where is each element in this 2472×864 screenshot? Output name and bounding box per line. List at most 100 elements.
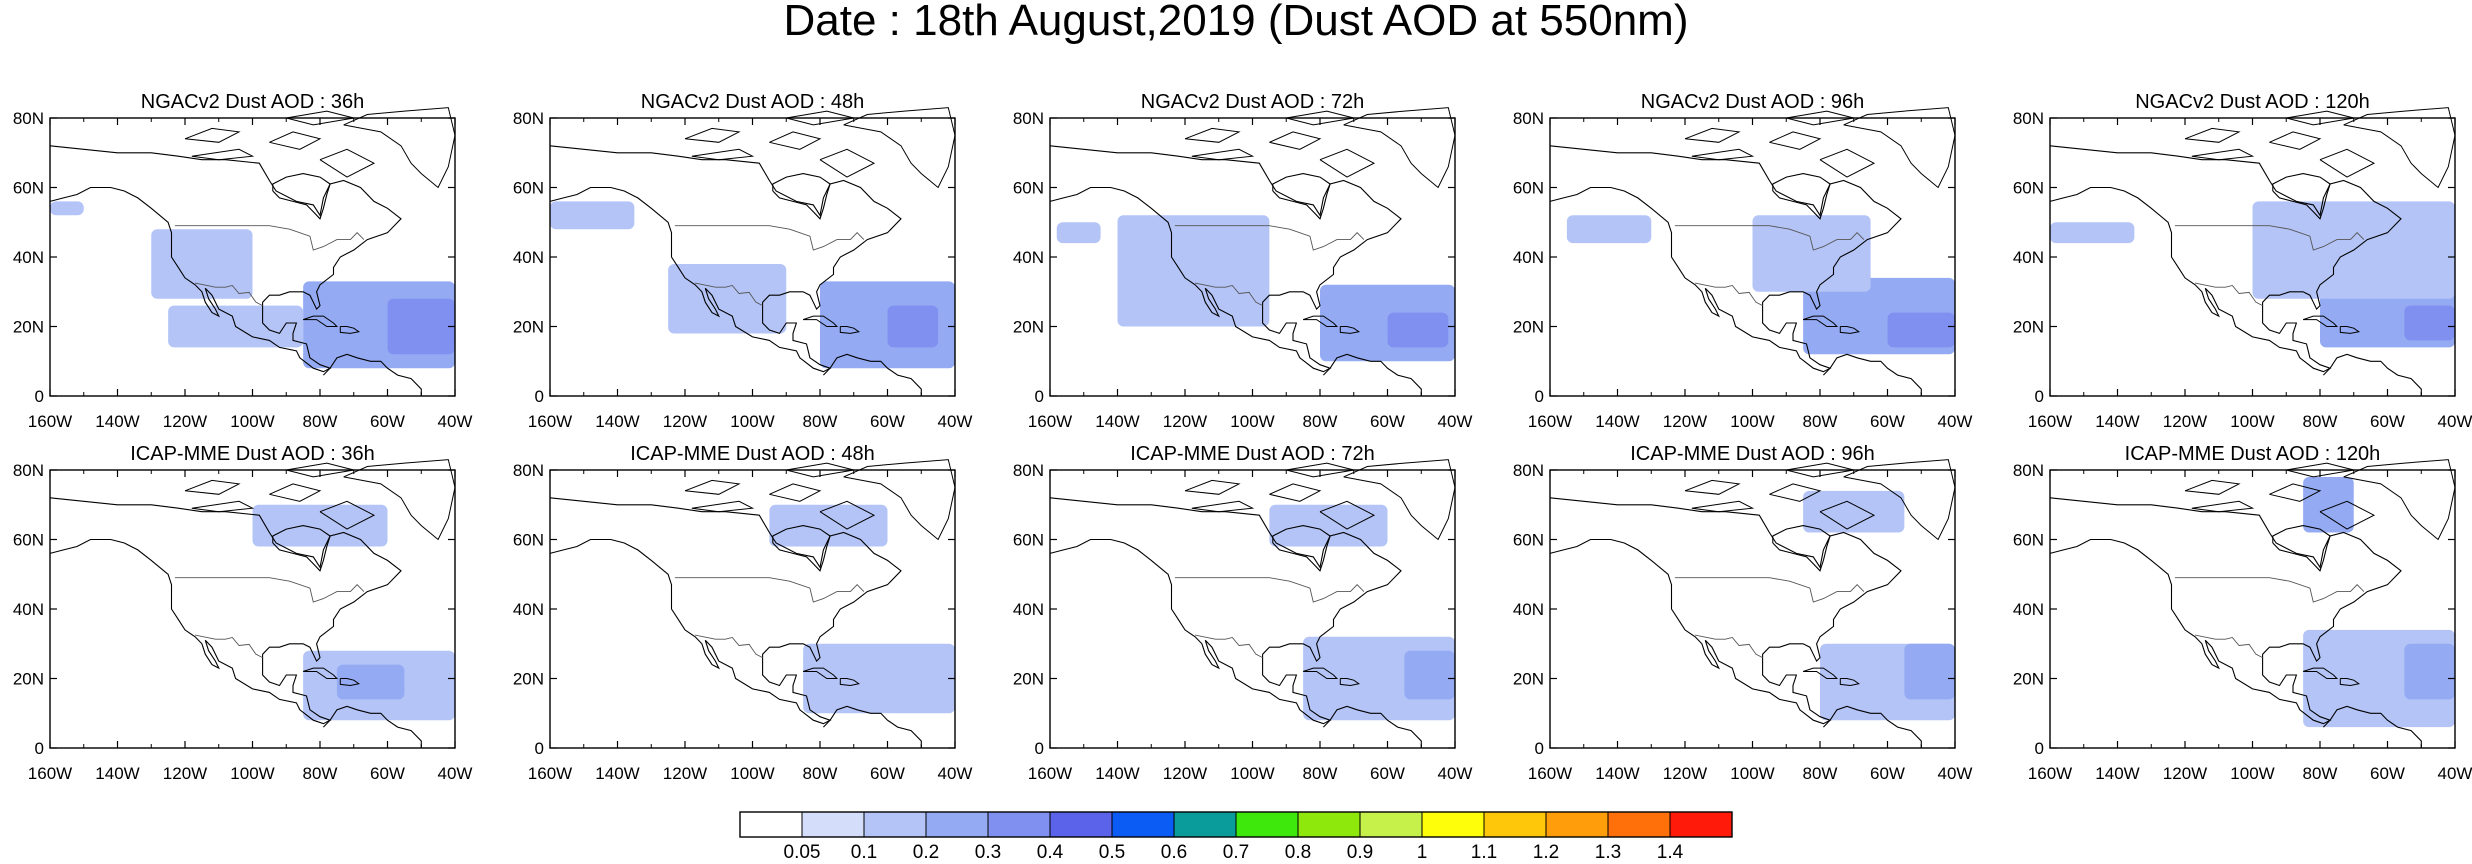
- coastline: [2323, 705, 2422, 748]
- lat-tick-label: 0: [35, 387, 44, 406]
- coastline: [549, 145, 902, 373]
- lon-tick-label: 160W: [528, 764, 572, 783]
- coastline: [319, 500, 376, 530]
- lon-tick-label: 60W: [1370, 412, 1405, 431]
- coastline: [1819, 500, 1876, 530]
- lon-tick-label: 140W: [1095, 412, 1139, 431]
- coastline: [339, 326, 361, 334]
- panel-title: ICAP-MME Dust AOD : 96h: [1630, 443, 1875, 465]
- dust-plume: [1056, 222, 1101, 244]
- dust-plume: [550, 201, 635, 230]
- lat-tick-label: 80N: [2013, 461, 2044, 480]
- coastline: [302, 315, 339, 327]
- lat-tick-label: 40N: [1513, 248, 1544, 267]
- colorbar-label: 0.1: [850, 842, 878, 863]
- national-border: [1674, 577, 1865, 603]
- lon-tick-label: 120W: [163, 412, 207, 431]
- coastline: [1184, 127, 1241, 143]
- colorbar-label: 0.4: [1036, 842, 1064, 863]
- panel-title: NGACv2 Dust AOD : 72h: [1141, 91, 1364, 113]
- dust-plume: [252, 504, 388, 547]
- coastline: [2319, 500, 2376, 530]
- national-border: [2174, 225, 2365, 251]
- lat-tick-label: 0: [1535, 739, 1544, 758]
- dust-plume: [1803, 490, 1905, 533]
- map-panel: ICAP-MME Dust AOD : 120h 160W 140W 120W 100W…: [2013, 443, 2472, 783]
- coastline: [1819, 148, 1876, 178]
- lat-tick-label: 20N: [1513, 670, 1544, 689]
- lat-tick-label: 40N: [13, 600, 44, 619]
- coastline: [1343, 459, 1456, 541]
- national-border: [1195, 634, 1263, 659]
- coastline: [819, 148, 876, 178]
- lat-tick-label: 20N: [513, 318, 544, 337]
- dust-plume: [1404, 650, 1455, 700]
- coastline: [1839, 326, 1861, 334]
- lat-tick-label: 20N: [1013, 318, 1044, 337]
- coastline: [2323, 353, 2422, 396]
- lon-tick-label: 100W: [230, 764, 274, 783]
- national-border: [1674, 225, 1865, 251]
- national-border: [695, 282, 763, 307]
- lat-tick-label: 60N: [13, 531, 44, 550]
- colorbar-swatch: [1607, 811, 1671, 838]
- lon-tick-label: 100W: [730, 764, 774, 783]
- lon-tick-label: 60W: [2370, 412, 2405, 431]
- national-border: [1174, 225, 1365, 251]
- lat-tick-label: 60N: [513, 179, 544, 198]
- dust-plume: [50, 201, 84, 216]
- coastline: [1772, 173, 1831, 220]
- lon-tick-label: 160W: [28, 412, 72, 431]
- map-panel: NGACv2 Dust AOD : 72h 160W 140W 120W 100W 80W…: [1013, 91, 1473, 431]
- lat-tick-label: 0: [1535, 387, 1544, 406]
- coastline: [769, 483, 822, 502]
- national-border: [1174, 577, 1365, 603]
- lon-tick-label: 160W: [1028, 764, 1072, 783]
- coastline: [184, 479, 241, 495]
- coastline: [319, 148, 376, 178]
- lon-tick-label: 40W: [2438, 412, 2472, 431]
- lat-tick-label: 20N: [1513, 318, 1544, 337]
- lon-tick-label: 160W: [528, 412, 572, 431]
- dust-plume: [1269, 504, 1388, 547]
- lon-tick-label: 120W: [1163, 412, 1207, 431]
- lon-tick-label: 60W: [370, 412, 405, 431]
- coastline: [2339, 326, 2361, 334]
- colorbar-swatch: [1111, 811, 1175, 838]
- dust-plume: [2404, 643, 2455, 700]
- coastline: [1319, 148, 1376, 178]
- coastline: [1191, 148, 1255, 161]
- coastline: [2343, 459, 2456, 541]
- dust-plume: [1387, 312, 1449, 348]
- lon-tick-label: 140W: [1595, 764, 1639, 783]
- lon-tick-label: 60W: [1870, 412, 1905, 431]
- lat-tick-label: 0: [535, 387, 544, 406]
- dust-plume: [1904, 643, 1955, 700]
- lon-tick-label: 60W: [870, 764, 905, 783]
- lon-tick-label: 60W: [1870, 764, 1905, 783]
- lon-tick-label: 120W: [2163, 412, 2207, 431]
- lon-tick-label: 120W: [163, 764, 207, 783]
- coastline: [2191, 500, 2255, 513]
- coastline: [772, 525, 831, 572]
- colorbar-label: 0.5: [1098, 842, 1126, 863]
- colorbar-swatch: [1049, 811, 1113, 838]
- coastline: [1302, 315, 1339, 327]
- lat-tick-label: 60N: [13, 179, 44, 198]
- coastline: [1691, 148, 1755, 161]
- coastline: [2302, 667, 2339, 679]
- dust-plume: [387, 298, 455, 355]
- lon-tick-label: 160W: [1028, 412, 1072, 431]
- coastline: [802, 667, 839, 679]
- coastline: [769, 131, 822, 150]
- coastline: [1184, 479, 1241, 495]
- lon-tick-label: 140W: [2095, 764, 2139, 783]
- national-border: [2174, 577, 2365, 603]
- coastline: [1191, 500, 1255, 513]
- coastline: [2184, 479, 2241, 495]
- lon-tick-label: 80W: [2303, 412, 2338, 431]
- coastline: [1323, 353, 1422, 396]
- lat-tick-label: 80N: [513, 109, 544, 128]
- national-border: [1695, 634, 1763, 659]
- colorbar-label: 0.9: [1346, 842, 1374, 863]
